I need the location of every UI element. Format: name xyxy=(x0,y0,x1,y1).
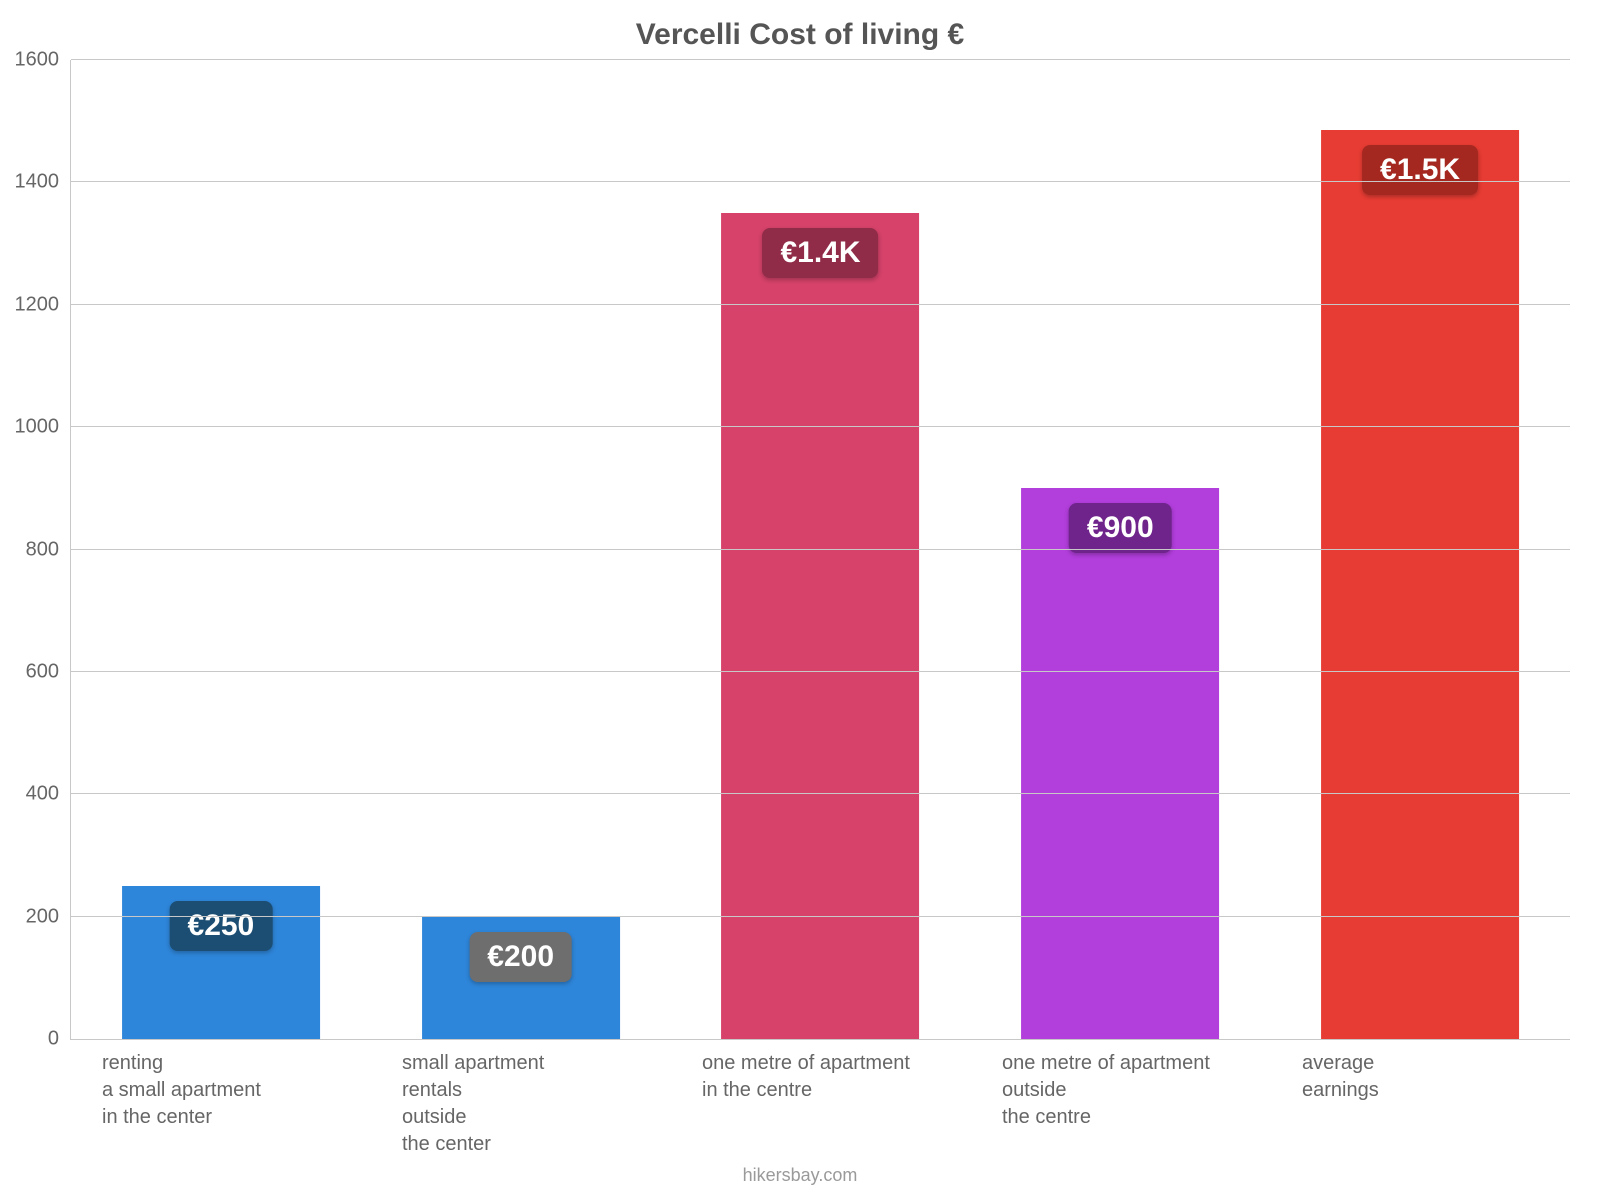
bar-slot: €250 xyxy=(71,60,371,1039)
value-badge: €1.5K xyxy=(1362,145,1478,195)
gridline xyxy=(71,304,1570,305)
x-label-slot: average earnings xyxy=(1270,1050,1570,1158)
x-label-slot: one metre of apartment in the centre xyxy=(670,1050,970,1158)
value-badge: €250 xyxy=(170,901,273,951)
x-axis-label: renting a small apartment in the center xyxy=(102,1050,362,1131)
gridline xyxy=(71,59,1570,60)
ytick-label: 1400 xyxy=(15,171,72,194)
ytick-label: 1000 xyxy=(15,416,72,439)
bar-slot: €200 xyxy=(371,60,671,1039)
x-axis-labels: renting a small apartment in the center s… xyxy=(70,1050,1570,1158)
gridline xyxy=(71,549,1570,550)
x-axis-label: one metre of apartment outside the centr… xyxy=(1002,1050,1262,1131)
gridline xyxy=(71,426,1570,427)
bar: €200 xyxy=(422,917,620,1039)
x-label-slot: renting a small apartment in the center xyxy=(70,1050,370,1158)
bar: €900 xyxy=(1021,488,1219,1039)
gridline xyxy=(71,671,1570,672)
cost-of-living-chart: Vercelli Cost of living € €250€200€1.4K€… xyxy=(0,0,1600,1200)
x-label-slot: one metre of apartment outside the centr… xyxy=(970,1050,1270,1158)
ytick-label: 400 xyxy=(26,783,71,806)
bar-slot: €1.5K xyxy=(1270,60,1570,1039)
bar-slot: €1.4K xyxy=(671,60,971,1039)
x-axis-label: average earnings xyxy=(1302,1050,1562,1104)
ytick-label: 1600 xyxy=(15,49,72,72)
ytick-label: 200 xyxy=(26,905,71,928)
plot-area: €250€200€1.4K€900€1.5K 02004006008001000… xyxy=(70,60,1570,1040)
value-badge: €1.4K xyxy=(762,228,878,278)
bar-slot: €900 xyxy=(970,60,1270,1039)
ytick-label: 800 xyxy=(26,538,71,561)
attribution: hikersbay.com xyxy=(0,1165,1600,1186)
ytick-label: 600 xyxy=(26,660,71,683)
ytick-label: 0 xyxy=(48,1028,71,1051)
x-axis-label: small apartment rentals outside the cent… xyxy=(402,1050,662,1158)
ytick-label: 1200 xyxy=(15,293,72,316)
value-badge: €900 xyxy=(1069,503,1172,553)
bar: €250 xyxy=(122,886,320,1039)
chart-title: Vercelli Cost of living € xyxy=(0,18,1600,52)
gridline xyxy=(71,916,1570,917)
gridline xyxy=(71,181,1570,182)
bars-row: €250 €200 €1.4K €900 €1.5K xyxy=(71,60,1570,1039)
x-axis-label: one metre of apartment in the centre xyxy=(702,1050,962,1104)
x-label-slot: small apartment rentals outside the cent… xyxy=(370,1050,670,1158)
gridline xyxy=(71,793,1570,794)
value-badge: €200 xyxy=(469,932,572,982)
bar: €1.5K xyxy=(1321,130,1519,1039)
